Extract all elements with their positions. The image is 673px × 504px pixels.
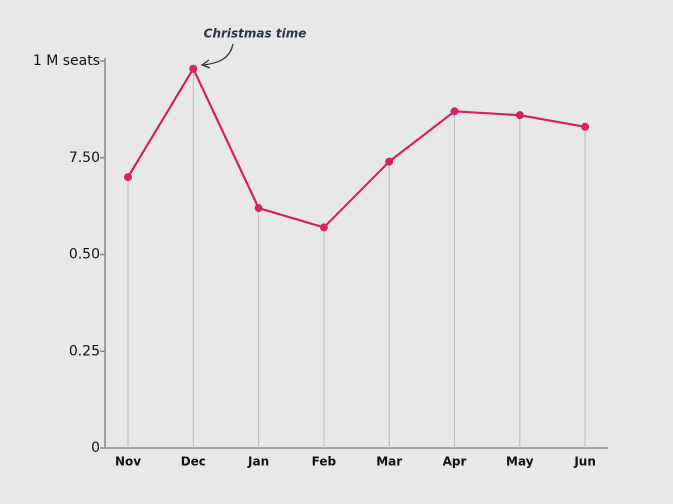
x-tick-label: Apr	[443, 455, 467, 469]
x-tick-label: May	[506, 455, 534, 469]
x-tick-label: Mar	[376, 455, 402, 469]
point	[254, 204, 263, 213]
line	[127, 66, 586, 229]
x-tick-label: Nov	[115, 455, 141, 469]
x-tick-label: Jan	[247, 455, 269, 469]
annotation-arrowhead	[200, 59, 211, 69]
point	[385, 157, 394, 166]
annotation-arrow	[202, 43, 234, 66]
point	[581, 122, 590, 131]
y-tick-label: 7.50	[69, 150, 100, 166]
x-tick-label: Dec	[181, 455, 206, 469]
point	[319, 223, 328, 232]
y-tick-label: 0	[91, 440, 100, 456]
point	[515, 111, 524, 120]
y-tick-label: 1 M seats	[33, 53, 100, 69]
y-tick-label: 0.50	[69, 247, 100, 263]
x-tick-label: Jun	[573, 455, 596, 469]
point	[189, 64, 198, 73]
annotation: Christmas time	[204, 27, 307, 41]
point	[124, 173, 132, 182]
point	[450, 107, 459, 116]
x-tick-label: Feb	[312, 455, 337, 469]
y-tick-label: 0.25	[69, 343, 100, 359]
